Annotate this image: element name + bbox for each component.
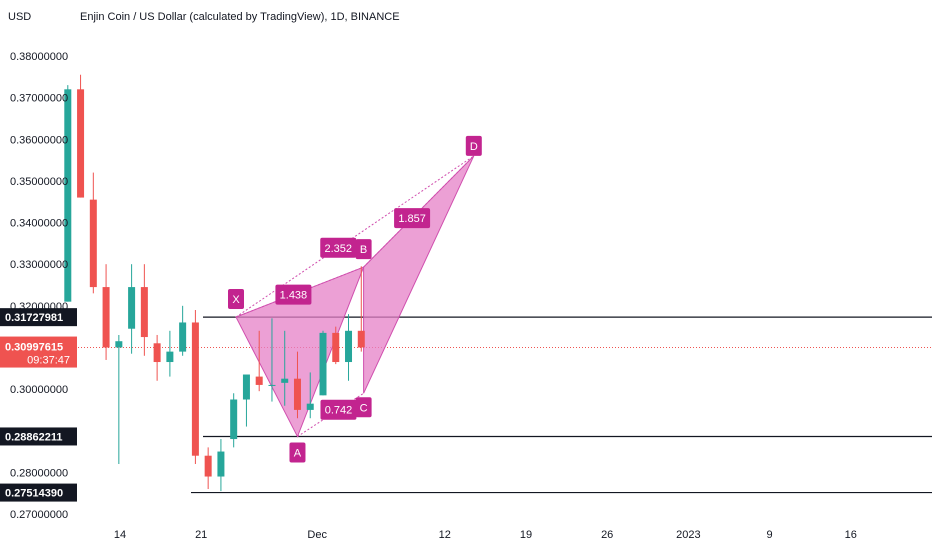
ratio-label-bg xyxy=(394,208,431,229)
x-tick-label: 2023 xyxy=(676,529,700,541)
y-tick-label: 0.27000000 xyxy=(10,509,68,521)
candle-body xyxy=(345,330,353,363)
y-tick-label: 0.32000000 xyxy=(10,301,68,313)
current-price-label: 0.30997615 xyxy=(5,342,63,354)
candles xyxy=(64,74,365,492)
x-tick-label: 14 xyxy=(114,529,126,541)
level-label: 0.27514390 xyxy=(5,488,63,500)
candle-body xyxy=(242,374,250,400)
ratio-line-xd xyxy=(235,155,475,318)
ratio-label: 2.352 xyxy=(324,243,352,255)
ratio-label-bg xyxy=(320,399,357,420)
candle-body xyxy=(179,322,187,352)
level-label-bg xyxy=(0,427,77,446)
price-axis: 0.38000000 0.37000000 0.36000000 0.35000000… xyxy=(10,51,68,521)
candle-body xyxy=(102,287,110,348)
ratio-label-bg xyxy=(275,284,312,305)
candle-body xyxy=(153,343,161,363)
ratio-label: 1.857 xyxy=(398,213,426,225)
candle-body xyxy=(217,451,225,477)
pattern-point-c-bg xyxy=(355,397,372,418)
candle-body xyxy=(77,89,85,198)
y-tick-label: 0.34000000 xyxy=(10,218,68,230)
level-label: 0.31727981 xyxy=(5,312,63,324)
candle-body xyxy=(140,287,148,338)
candle-body xyxy=(293,378,301,410)
ratio-label-bg xyxy=(320,237,357,258)
pattern-triangle-bcd xyxy=(363,155,475,394)
x-tick-label: Dec xyxy=(307,529,327,541)
ratio-label: 0.742 xyxy=(325,405,353,417)
y-tick-label: 0.30000000 xyxy=(10,384,68,396)
current-price-label-bg xyxy=(0,336,77,368)
ratio-label: 1.438 xyxy=(280,290,308,302)
chart-title: Enjin Coin / US Dollar (calculated by Tr… xyxy=(80,11,400,23)
candle-body xyxy=(319,332,327,396)
pattern-point-b: B xyxy=(360,244,367,256)
candle-body xyxy=(255,376,263,385)
pattern-point-x-bg xyxy=(228,289,244,310)
horizontal-levels: 0.31727981 0.28862211 0.27514390 xyxy=(0,308,932,502)
countdown-label: 09:37:47 xyxy=(27,355,70,367)
candle-body xyxy=(128,287,136,329)
candle-body xyxy=(64,89,72,302)
x-tick-label: 16 xyxy=(845,529,857,541)
currency-label: USD xyxy=(8,11,31,23)
pattern-point-d-bg xyxy=(465,135,482,156)
y-tick-label: 0.33000000 xyxy=(10,259,68,271)
x-tick-label: 19 xyxy=(520,529,532,541)
pattern-point-x: X xyxy=(232,294,240,306)
candle-body xyxy=(166,351,174,363)
candle-body xyxy=(306,403,314,410)
y-tick-label: 0.37000000 xyxy=(10,93,68,105)
y-tick-label: 0.38000000 xyxy=(10,51,68,63)
y-tick-label: 0.36000000 xyxy=(10,134,68,146)
pattern-labels: X A B C D 1.438 2.352 0.742 1.857 xyxy=(228,135,482,463)
candle-body xyxy=(115,341,123,348)
x-tick-label: 12 xyxy=(439,529,451,541)
candle-body xyxy=(281,378,289,383)
level-label-bg xyxy=(0,308,77,327)
time-axis: 14 21 Dec 12 19 26 2023 9 16 xyxy=(114,529,857,541)
candle-body xyxy=(191,322,199,456)
y-tick-label: 0.35000000 xyxy=(10,176,68,188)
level-label: 0.28862211 xyxy=(5,431,63,443)
candle-body xyxy=(204,455,212,477)
pattern-point-d: D xyxy=(470,141,478,153)
candle-body xyxy=(89,199,97,288)
x-tick-label: 21 xyxy=(195,529,207,541)
candle-body xyxy=(332,332,340,363)
pattern-point-b-bg xyxy=(355,239,372,260)
pattern-point-a: A xyxy=(294,448,302,460)
candle-body xyxy=(268,384,276,386)
level-label-bg xyxy=(0,483,77,502)
candle-body xyxy=(357,330,365,348)
pattern-point-a-bg xyxy=(289,442,306,463)
y-tick-label: 0.28000000 xyxy=(10,467,68,479)
x-tick-label: 26 xyxy=(601,529,613,541)
candle-body xyxy=(230,399,238,440)
pattern-point-c: C xyxy=(360,402,368,414)
x-tick-label: 9 xyxy=(767,529,773,541)
